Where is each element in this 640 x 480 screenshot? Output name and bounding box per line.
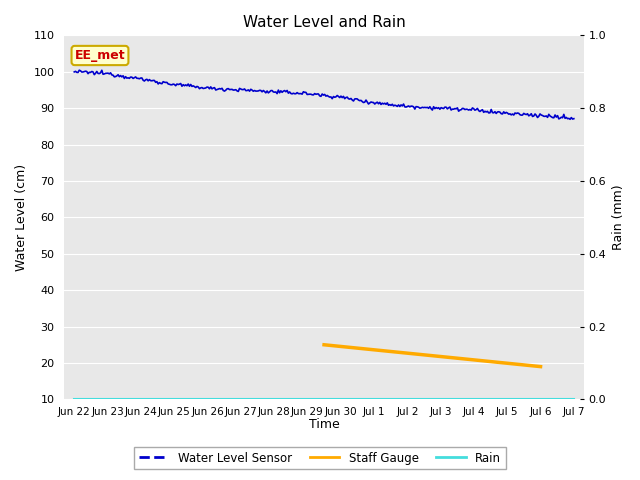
Y-axis label: Water Level (cm): Water Level (cm)	[15, 164, 28, 271]
Legend: Water Level Sensor, Staff Gauge, Rain: Water Level Sensor, Staff Gauge, Rain	[134, 447, 506, 469]
Y-axis label: Rain (mm): Rain (mm)	[612, 184, 625, 250]
Title: Water Level and Rain: Water Level and Rain	[243, 15, 405, 30]
Text: EE_met: EE_met	[75, 49, 125, 62]
X-axis label: Time: Time	[308, 419, 339, 432]
